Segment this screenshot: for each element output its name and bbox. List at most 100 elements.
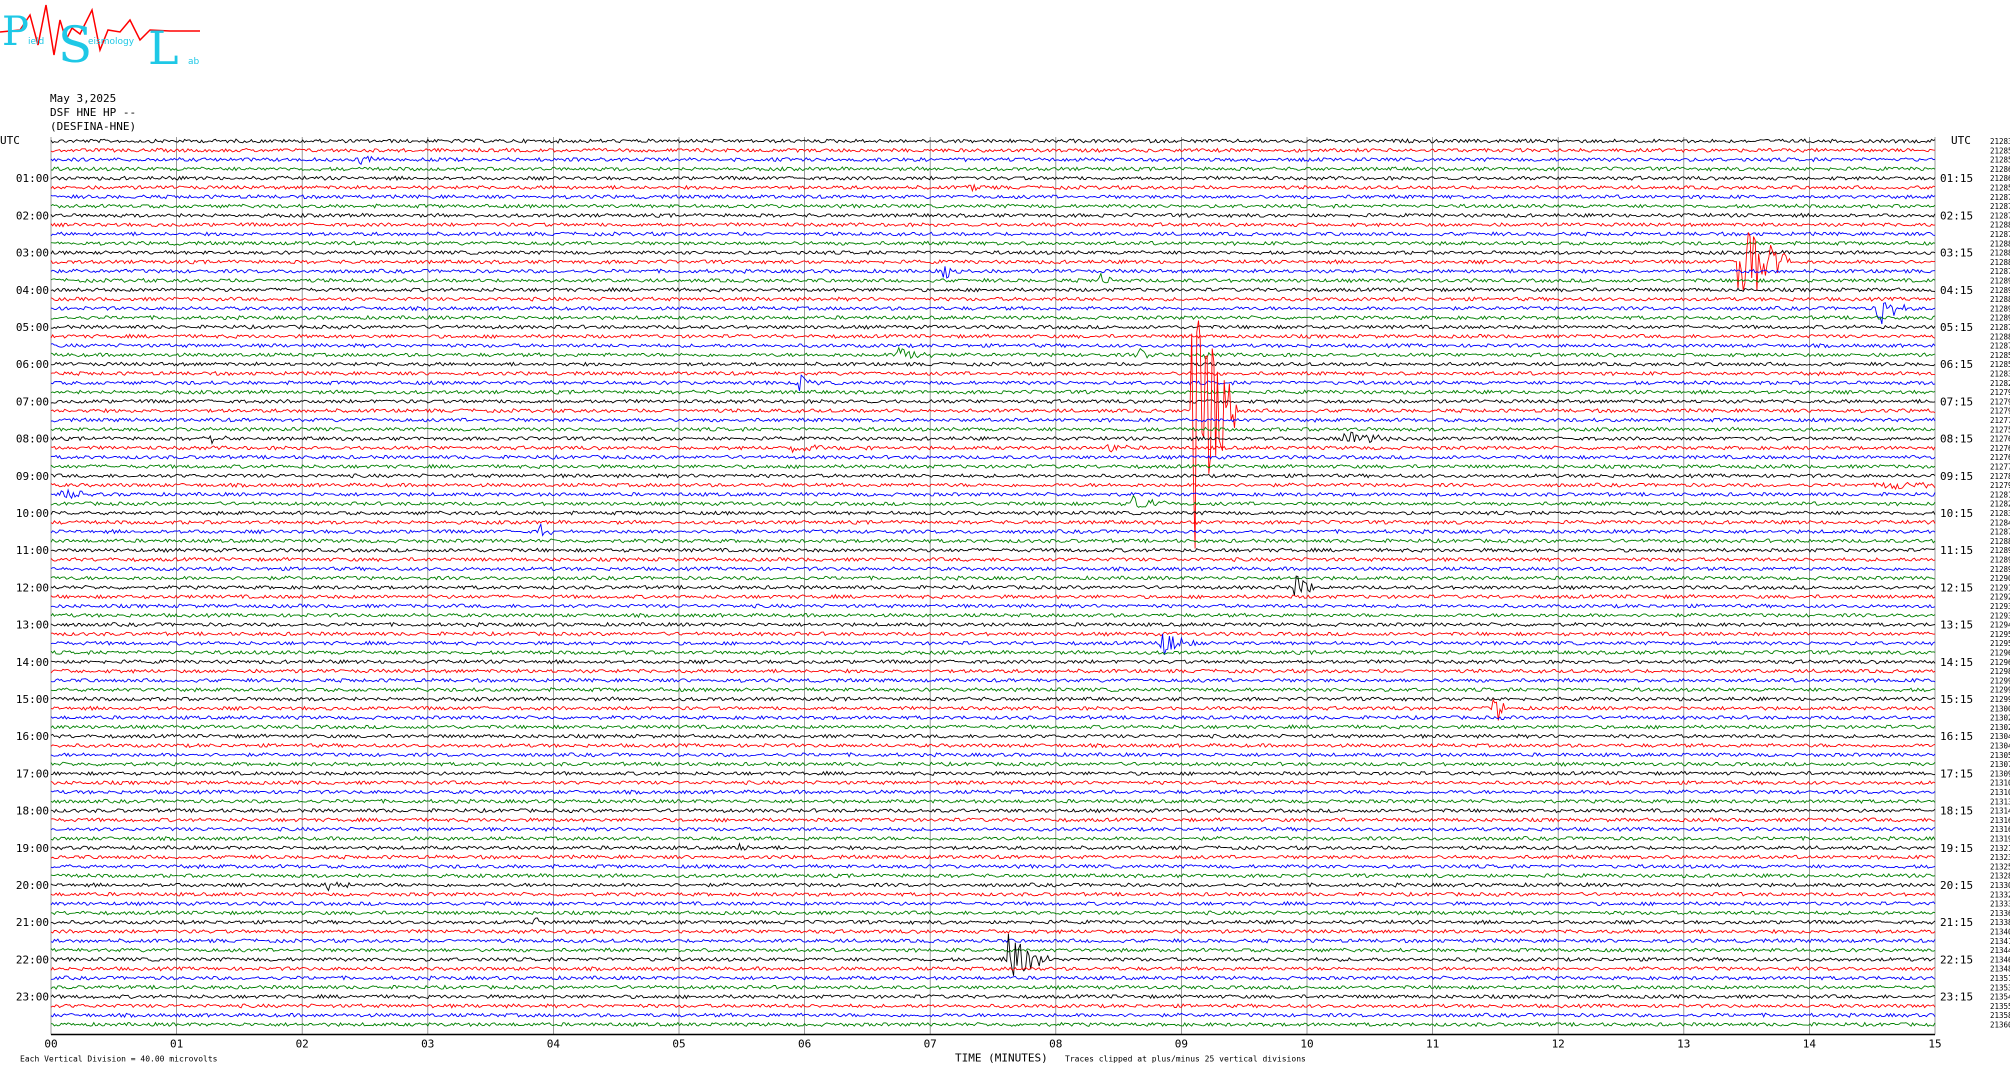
trace-value-label: 21344 xyxy=(1990,946,2010,955)
trace-value-label: 21323 xyxy=(1990,853,2010,862)
trace-line-74 xyxy=(50,826,1936,832)
trace-line-27 xyxy=(50,389,1936,395)
trace-line-55 xyxy=(50,649,1936,656)
trace-line-44 xyxy=(50,547,1936,553)
trace-value-label: 21287 xyxy=(1990,323,2010,332)
trace-value-label: 21321 xyxy=(1990,844,2010,853)
right-hour-label: 06:15 xyxy=(1940,358,1973,371)
trace-value-label: 21338 xyxy=(1990,918,2010,927)
trace-line-95 xyxy=(50,1021,1936,1028)
trace-value-label: 21290 xyxy=(1990,574,2010,583)
x-tick-label: 09 xyxy=(1175,1038,1188,1051)
left-hour-label: 11:00 xyxy=(16,544,49,557)
left-hour-label: 12:00 xyxy=(16,581,49,594)
trace-value-label: 21278 xyxy=(1990,472,2010,481)
trace-line-76 xyxy=(50,842,1936,851)
x-tick-label: 04 xyxy=(547,1038,561,1051)
trace-value-label: 21281 xyxy=(1990,490,2010,499)
trace-line-25 xyxy=(50,370,1935,377)
trace-line-69 xyxy=(50,780,1936,786)
trace-value-label: 21313 xyxy=(1990,797,2010,806)
trace-value-label: 21287 xyxy=(1990,342,2010,351)
left-hour-label: 02:00 xyxy=(16,209,49,222)
utc-right-label: UTC xyxy=(1951,134,1971,147)
trace-line-47 xyxy=(50,575,1936,581)
trace-line-24 xyxy=(50,361,1936,367)
trace-line-1 xyxy=(50,147,1936,154)
trace-line-70 xyxy=(50,789,1936,795)
trace-value-label: 21287 xyxy=(1990,528,2010,537)
right-hour-label: 07:15 xyxy=(1940,395,1973,408)
trace-line-2 xyxy=(50,155,1936,166)
trace-line-73 xyxy=(50,817,1936,823)
trace-value-label: 21288 xyxy=(1990,295,2010,304)
x-tick-label: 05 xyxy=(672,1038,685,1051)
trace-line-18 xyxy=(50,302,1936,325)
trace-line-0 xyxy=(50,138,1936,144)
left-hour-label: 21:00 xyxy=(16,916,49,929)
x-tick-label: 15 xyxy=(1928,1038,1941,1051)
trace-value-label: 21340 xyxy=(1990,928,2010,937)
trace-line-50 xyxy=(50,603,1936,609)
left-hour-label: 09:00 xyxy=(16,470,49,483)
trace-line-60 xyxy=(50,696,1936,702)
left-hour-label: 10:00 xyxy=(16,507,49,520)
trace-line-94 xyxy=(50,1012,1936,1019)
trace-line-30 xyxy=(50,417,1936,423)
trace-line-80 xyxy=(50,881,1936,892)
trace-value-label: 21346 xyxy=(1990,955,2010,964)
trace-value-label: 21285 xyxy=(1990,184,2010,193)
trace-value-label: 21288 xyxy=(1990,332,2010,341)
trace-value-label: 21287 xyxy=(1990,230,2010,239)
trace-line-21 xyxy=(50,333,1936,340)
trace-line-49 xyxy=(50,593,1936,600)
trace-line-67 xyxy=(50,761,1936,767)
trace-line-3 xyxy=(51,166,1936,172)
trace-line-89 xyxy=(50,965,1936,972)
trace-line-19 xyxy=(50,314,1936,321)
trace-value-label: 21298 xyxy=(1990,667,2010,676)
trace-line-57 xyxy=(50,668,1936,674)
trace-line-28 xyxy=(50,398,1936,405)
trace-value-label: 21316 xyxy=(1990,816,2010,825)
left-hour-label: 17:00 xyxy=(16,767,49,780)
trace-line-20 xyxy=(50,324,1936,330)
trace-line-29 xyxy=(50,320,1936,549)
trace-line-64 xyxy=(50,733,1936,739)
trace-line-16 xyxy=(50,286,1936,293)
trace-line-84 xyxy=(50,917,1936,926)
trace-value-label: 21299 xyxy=(1990,686,2010,695)
trace-line-88 xyxy=(50,933,1936,976)
trace-value-label: 21304 xyxy=(1990,732,2010,741)
header-date: May 3,2025 xyxy=(50,92,117,105)
left-hour-label: 08:00 xyxy=(16,433,49,446)
trace-value-label: 21294 xyxy=(1990,621,2010,630)
x-tick-label: 06 xyxy=(798,1038,811,1051)
right-hour-label: 19:15 xyxy=(1940,842,1973,855)
trace-value-label: 21279 xyxy=(1990,481,2010,490)
trace-value-label: 21354 xyxy=(1990,993,2010,1002)
left-hour-label: 13:00 xyxy=(16,619,49,632)
left-hour-label: 15:00 xyxy=(16,693,49,706)
trace-line-59 xyxy=(50,687,1936,693)
trace-value-label: 21296 xyxy=(1990,649,2010,658)
trace-line-12 xyxy=(50,249,1936,256)
trace-line-83 xyxy=(50,910,1936,916)
right-hour-label: 04:15 xyxy=(1940,284,1973,297)
trace-value-label: 21310 xyxy=(1990,779,2010,788)
trace-value-label: 21277 xyxy=(1990,416,2010,425)
trace-value-label: 21283 xyxy=(1990,509,2010,518)
footer-clip-note: Traces clipped at plus/minus 25 vertical… xyxy=(1065,1055,1306,1064)
x-tick-label: 02 xyxy=(296,1038,309,1051)
trace-value-label: 21310 xyxy=(1990,788,2010,797)
trace-value-label: 21277 xyxy=(1990,463,2010,472)
trace-value-label: 21293 xyxy=(1990,602,2010,611)
left-hour-label: 06:00 xyxy=(16,358,49,371)
trace-line-42 xyxy=(50,522,1936,537)
right-hour-label: 11:15 xyxy=(1940,544,1973,557)
trace-line-85 xyxy=(50,928,1936,935)
left-hour-label: 22:00 xyxy=(16,953,49,966)
trace-value-label: 21285 xyxy=(1990,146,2010,155)
